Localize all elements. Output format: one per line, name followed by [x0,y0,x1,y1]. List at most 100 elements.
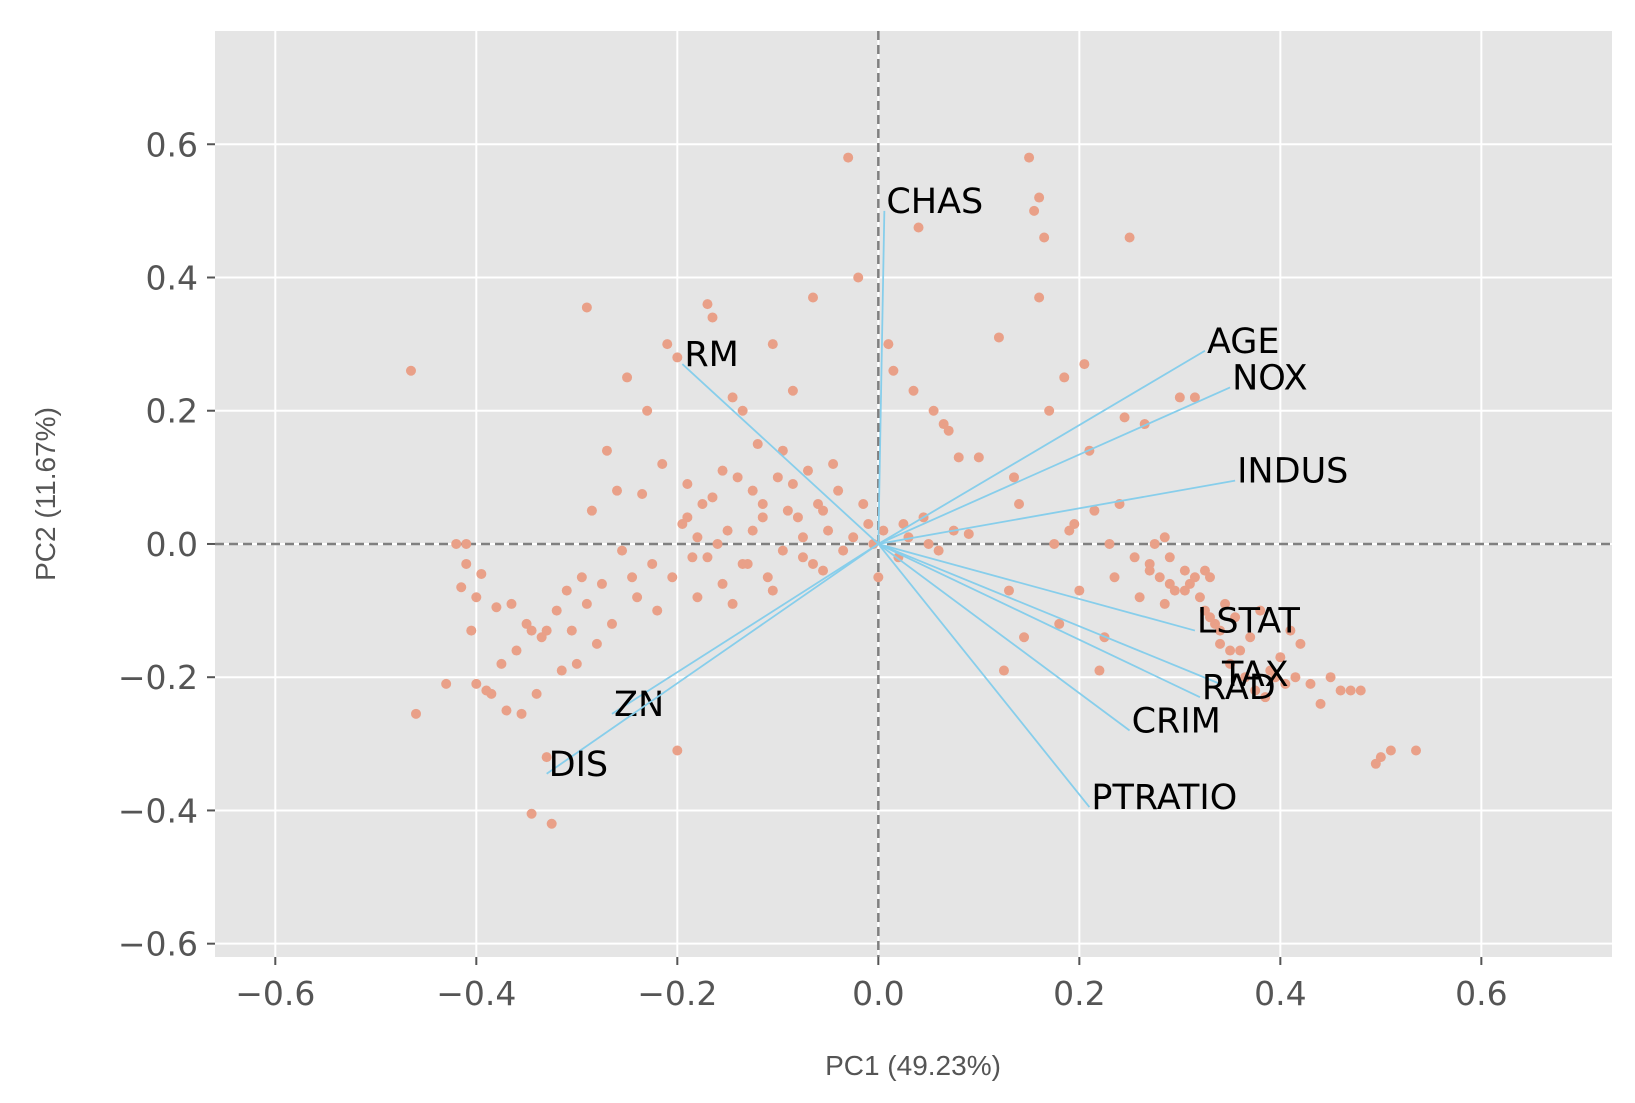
x-tick-label: −0.2 [637,974,717,1013]
score-point [692,592,703,603]
score-point [732,472,743,483]
score-point [1411,745,1422,756]
score-point [1119,412,1130,423]
loading-vector-nox [877,386,1231,545]
score-point [883,339,894,350]
score-point [1270,672,1281,683]
score-point [1225,658,1236,669]
loading-label-ptratio: PTRATIO [1091,778,1237,818]
score-point [637,489,648,499]
score-point [722,525,733,536]
score-point [1179,565,1190,576]
score-point [1159,532,1170,543]
score-point [797,532,808,543]
score-point [1039,232,1050,243]
score-point [757,512,768,523]
score-point [913,222,924,233]
y-tick-label: −0.6 [118,925,198,964]
score-point [405,365,416,376]
score-point [878,525,889,536]
score-point [1215,638,1226,649]
score-point [767,585,778,596]
score-point [622,372,633,383]
score-point [1194,592,1205,603]
score-point [807,292,818,303]
score-point [642,405,653,416]
score-point [571,658,582,669]
score-point [541,752,552,763]
score-point [596,578,607,589]
loading-label-lstat: LSTAT [1197,602,1301,642]
score-point [657,459,668,470]
score-point [541,625,552,636]
score-point [712,538,723,549]
score-point [526,808,537,819]
score-point [1204,612,1215,623]
loading-label-age: AGE [1207,322,1280,362]
score-point [807,558,818,569]
loading-vector-zn [611,543,879,715]
score-point [526,625,537,636]
score-point [1109,572,1120,583]
score-point [1295,638,1306,649]
score-point [1225,645,1236,656]
score-point [1199,565,1210,576]
score-point [953,452,964,463]
score-point [1245,632,1256,643]
y-axis-ticks: −0.6 −0.4 −0.2 0.0 0.2 0.4 0.6 [118,125,215,964]
score-point [682,479,693,490]
score-point [1029,205,1040,216]
score-point [1054,618,1065,629]
y-tick-label: 0.6 [146,125,198,164]
score-point [606,618,617,629]
score-point [908,385,919,396]
loading-vector-chas [877,210,886,544]
score-point [1124,232,1135,243]
score-point [1235,645,1246,656]
score-point [702,552,713,563]
loading-vector-crim [877,543,1131,732]
score-point [828,459,839,470]
score-point [411,708,422,719]
score-point [1164,578,1175,589]
score-point [973,452,984,463]
x-tick-label: 0.6 [1455,974,1507,1013]
score-point [818,565,829,576]
score-point [486,688,497,699]
score-point [652,605,663,616]
loading-label-chas: CHAS [886,182,983,222]
score-point [1164,552,1175,563]
score-point [531,688,542,699]
score-point [838,545,849,556]
score-point [802,465,813,476]
score-point [1059,372,1070,383]
loading-label-rad: RAD [1202,668,1276,708]
score-point [823,525,834,536]
score-point [993,332,1004,343]
score-point [1019,632,1030,643]
score-point [1280,678,1291,689]
score-point [672,745,683,756]
score-point [516,708,527,719]
score-point [682,512,693,523]
score-point [933,545,944,556]
x-tick-label: −0.4 [436,974,516,1013]
score-point [1104,538,1115,549]
score-point [762,572,773,583]
score-point [581,302,592,313]
x-axis-ticks: −0.6 −0.4 −0.2 0.0 0.2 0.4 0.6 [235,957,1508,1013]
score-point [848,532,859,543]
loading-label-dis: DIS [549,745,609,785]
score-point [1144,558,1155,569]
loading-label-rm: RM [684,335,739,375]
score-point [843,152,854,163]
loading-vector-tax [877,543,1221,685]
loading-label-nox: NOX [1232,358,1307,398]
score-point [591,638,602,649]
y-tick-label: −0.2 [118,658,198,697]
score-point [476,568,487,579]
score-point [627,572,638,583]
score-point [667,572,678,583]
